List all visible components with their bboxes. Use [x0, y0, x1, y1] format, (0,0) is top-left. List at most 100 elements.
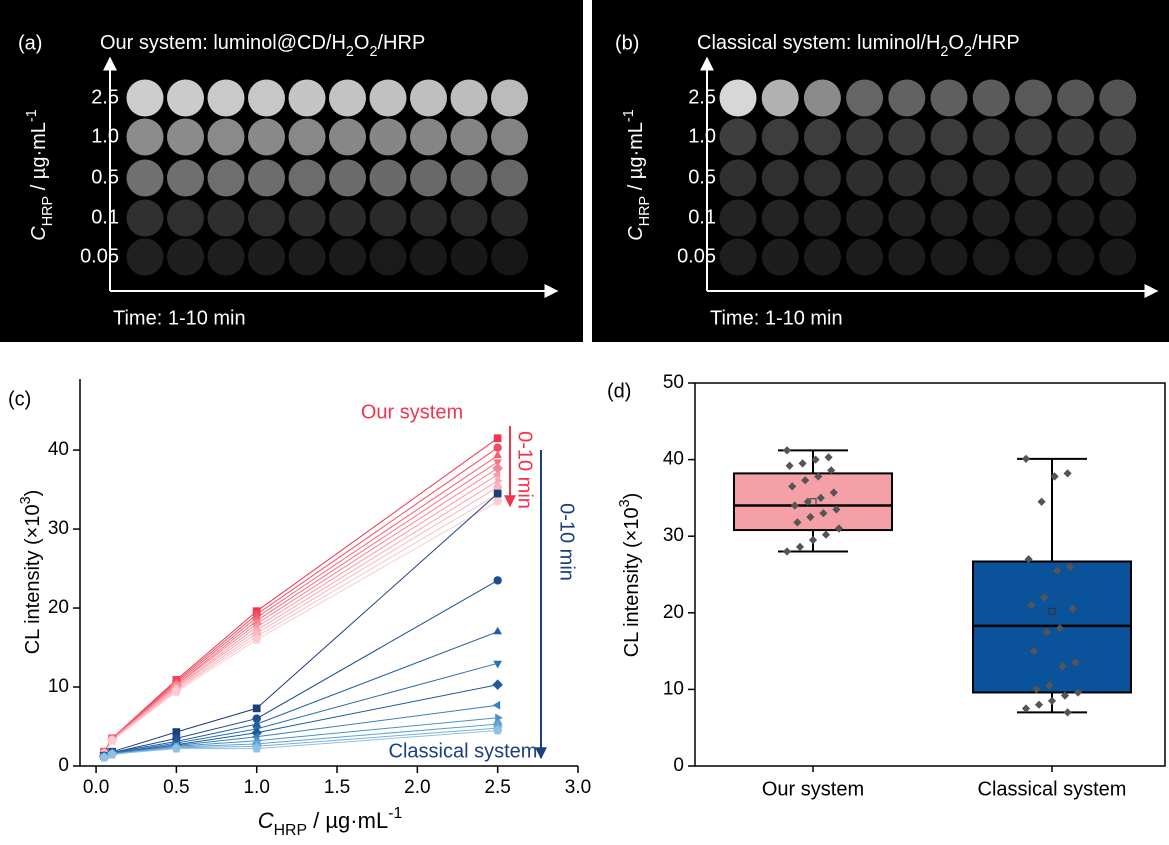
well — [1015, 80, 1052, 117]
x-tick-label: Our system — [762, 778, 864, 800]
axis-label-part: C — [258, 808, 274, 833]
y-tick-label: 10 — [48, 676, 69, 697]
well — [370, 239, 407, 276]
axis-label-part: HRP — [40, 196, 56, 226]
box — [734, 473, 892, 530]
panel-title-part: 2 — [346, 44, 354, 60]
well — [846, 80, 883, 117]
well — [804, 119, 841, 156]
axis-label-part: CL intensity (×10 — [22, 504, 44, 654]
axis-label-part: HRP — [637, 196, 653, 226]
panel-label: (b) — [615, 32, 639, 54]
marker — [809, 536, 817, 544]
well — [208, 80, 245, 117]
axis-label-part: ) — [621, 493, 643, 500]
well — [1057, 119, 1094, 156]
x-tick-label: 1.5 — [324, 777, 350, 798]
panel-title-part: Classical system: luminol/H — [697, 32, 940, 54]
marker — [492, 679, 503, 690]
well — [167, 80, 204, 117]
marker — [786, 462, 794, 470]
well — [931, 239, 968, 276]
marker — [1064, 469, 1072, 477]
axis-label-part: ) — [22, 490, 44, 497]
well — [1099, 80, 1136, 117]
axis-label-part: -1 — [621, 109, 637, 122]
panel-label: (d) — [607, 380, 631, 402]
well — [329, 200, 366, 237]
marker — [1064, 708, 1072, 716]
well — [804, 80, 841, 117]
well — [762, 239, 799, 276]
marker — [825, 453, 833, 461]
x-tick-label: Classical system — [978, 778, 1127, 800]
well — [289, 119, 326, 156]
marker — [822, 531, 830, 539]
well — [289, 80, 326, 117]
well — [1057, 160, 1094, 197]
panel-title-part: Our system: luminol@CD/H — [100, 32, 346, 54]
axis-label-part: HRP — [274, 822, 307, 839]
axis-label-part: / µg·mL — [307, 808, 388, 833]
well — [370, 119, 407, 156]
y-tick-label: 40 — [48, 439, 69, 460]
well — [1099, 239, 1136, 276]
well — [410, 239, 447, 276]
panel-title-part: /HRP — [378, 32, 426, 54]
axis-label-part: / µg·mL — [28, 122, 50, 196]
well — [127, 200, 164, 237]
axis-label: CL intensity (×103) — [18, 490, 44, 655]
well — [1015, 119, 1052, 156]
well — [410, 160, 447, 197]
well — [248, 160, 285, 197]
well — [846, 239, 883, 276]
series-line — [104, 448, 498, 752]
well — [973, 200, 1010, 237]
annotation: 0-10 min — [514, 431, 536, 509]
well — [208, 119, 245, 156]
axis-label-part: 3 — [18, 496, 34, 504]
marker — [1035, 701, 1043, 709]
well — [410, 80, 447, 117]
well — [491, 119, 528, 156]
axis-label: CL intensity (×103) — [617, 493, 643, 658]
series-line — [104, 494, 498, 754]
well — [329, 160, 366, 197]
well — [931, 80, 968, 117]
axis-label-part: -1 — [388, 805, 402, 822]
well — [1099, 200, 1136, 237]
well — [248, 200, 285, 237]
row-label: 2.5 — [91, 86, 119, 108]
y-tick-label: 0 — [673, 755, 684, 776]
well — [931, 200, 968, 237]
axis-label-part: 3 — [617, 499, 633, 507]
well — [1099, 160, 1136, 197]
well — [329, 119, 366, 156]
well — [491, 80, 528, 117]
well — [720, 160, 757, 197]
row-label: 0.1 — [688, 206, 716, 228]
axis-label-part: C — [625, 226, 647, 241]
y-tick-label: 50 — [663, 372, 684, 393]
well — [762, 200, 799, 237]
well — [720, 119, 757, 156]
series-line — [104, 487, 498, 753]
axis-label-part: -1 — [24, 109, 40, 122]
well — [451, 80, 488, 117]
well — [720, 80, 757, 117]
well — [329, 80, 366, 117]
well — [491, 160, 528, 197]
axis-label: Time: 1-10 min — [113, 307, 246, 329]
axis-label: Time: 1-10 min — [710, 307, 843, 329]
x-tick-label: 1.0 — [243, 777, 269, 798]
page: (a)Our system: luminol@CD/H2O2/HRPCHRP /… — [0, 0, 1169, 845]
well — [888, 119, 925, 156]
panel-title-part: 2 — [369, 44, 377, 60]
y-tick-label: 40 — [663, 449, 684, 470]
well — [451, 239, 488, 276]
well — [846, 119, 883, 156]
marker — [493, 627, 502, 635]
x-tick-label: 0.0 — [83, 777, 109, 798]
well — [804, 239, 841, 276]
y-tick-label: 30 — [48, 518, 69, 539]
